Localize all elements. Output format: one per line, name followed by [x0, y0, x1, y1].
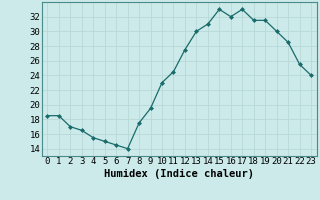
X-axis label: Humidex (Indice chaleur): Humidex (Indice chaleur)	[104, 169, 254, 179]
